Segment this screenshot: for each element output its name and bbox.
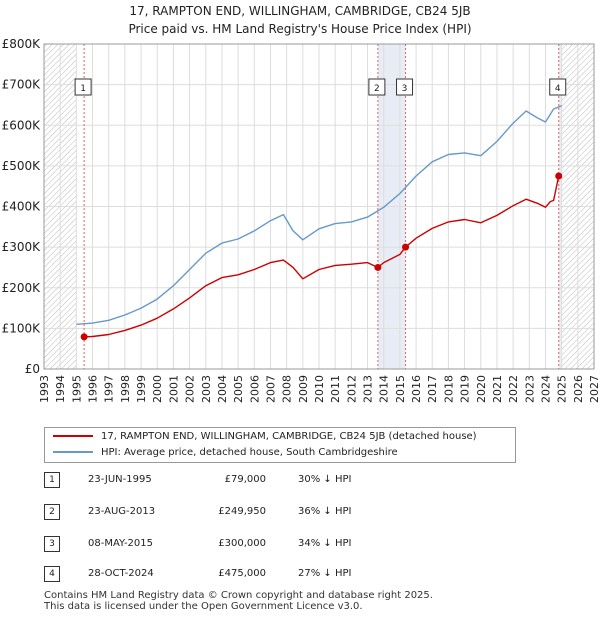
x-tick-label: 2026 [572,375,585,403]
x-tick-label: 2004 [216,375,229,403]
x-tick-label: 1995 [70,375,83,403]
x-tick-label: 1999 [135,375,148,403]
transaction-hpi-diff: 30% ↓ HPI [298,474,352,485]
chart-title-line2: Price paid vs. HM Land Registry's House … [128,22,472,36]
transaction-hpi-diff: 36% ↓ HPI [298,506,352,517]
table-row: 3 08-MAY-2015 £300,000 34% ↓ HPI [44,536,444,554]
x-tick-label: 1997 [103,375,116,403]
sale-label-2: 2 [374,84,380,94]
y-tick-label: £600K [2,118,42,132]
x-tick-label: 1998 [119,375,132,403]
sale-point-2 [374,263,382,271]
sale-point-1 [80,333,88,341]
y-tick-label: £800K [2,37,42,51]
x-tick-label: 2024 [539,375,552,403]
legend-property-swatch [53,435,93,437]
x-tick-label: 2021 [491,375,504,403]
property-price-line [84,174,562,338]
x-tick-label: 2005 [232,375,245,403]
table-row: 4 28-OCT-2024 £475,000 27% ↓ HPI [44,566,444,584]
transaction-hpi-diff: 34% ↓ HPI [298,538,352,549]
transaction-number-badge: 4 [44,566,60,582]
x-tick-label: 2008 [281,375,294,403]
footer-copyright: Contains HM Land Registry data © Crown c… [44,590,433,601]
transaction-date: 08-MAY-2015 [88,538,154,549]
y-tick-label: £400K [2,200,42,214]
sale-label-box-4 [549,78,567,96]
x-tick-label: 2010 [313,375,326,403]
transaction-price: £79,000 [224,474,266,485]
x-tick-label: 2019 [459,375,472,403]
y-tick-label: £500K [2,159,42,173]
x-tick-label: 2014 [378,375,391,403]
legend: 17, RAMPTON END, WILLINGHAM, CAMBRIDGE, … [44,427,516,463]
footer: Contains HM Land Registry data © Crown c… [44,590,433,612]
x-tick-label: 2011 [329,375,342,403]
x-tick-label: 2020 [475,375,488,403]
x-tick-label: 2000 [151,375,164,403]
table-row: 1 23-JUN-1995 £79,000 30% ↓ HPI [44,472,444,490]
table-row: 2 23-AUG-2013 £249,950 36% ↓ HPI [44,504,444,522]
y-tick-label: £700K [2,78,42,92]
transaction-date: 23-AUG-2013 [88,506,156,517]
footer-licence: This data is licensed under the Open Gov… [44,601,363,612]
x-tick-label: 1994 [54,375,67,403]
x-tick-label: 2015 [394,375,407,403]
x-tick-label: 1996 [87,375,100,403]
transaction-price: £249,950 [218,506,266,517]
price-chart: 1 2 3 4 £0 £100K £200K £300K £400K £500K £600K £700… [2,37,600,403]
x-tick-label: 2012 [345,375,358,403]
sale-label-box-3 [396,78,414,96]
x-tick-label: 2006 [248,375,261,403]
x-tick-label: 2017 [426,375,439,403]
y-tick-label: £100K [2,321,42,335]
x-tick-label: 2013 [362,375,375,403]
x-tick-label: 2016 [410,375,423,403]
sale-label-box-1 [74,78,92,96]
legend-item-property: 17, RAMPTON END, WILLINGHAM, CAMBRIDGE, … [53,430,477,444]
y-tick-label: £200K [2,281,42,295]
x-tick-label: 2018 [442,375,455,403]
x-tick-label: 2002 [184,375,197,403]
transaction-number-badge: 3 [44,536,60,552]
x-tick-label: 2027 [588,375,600,403]
x-tick-label: 2025 [556,375,569,403]
sale-point-3 [402,243,410,251]
transaction-number-badge: 2 [44,504,60,520]
plot-border [43,43,595,370]
sale-label-1: 1 [80,84,86,94]
hpi-line [76,105,562,325]
transaction-date: 28-OCT-2024 [88,568,154,579]
sale-point-4 [555,172,563,180]
legend-item-hpi: HPI: Average price, detached house, Sout… [53,446,398,460]
legend-hpi-label: HPI: Average price, detached house, Sout… [101,447,398,458]
x-tick-label: 2009 [297,375,310,403]
transaction-price: £475,000 [218,568,266,579]
sale-label-3: 3 [402,84,408,94]
y-tick-label: £300K [2,240,42,254]
x-tick-label: 2022 [507,375,520,403]
sale-label-4: 4 [555,84,561,94]
transaction-hpi-diff: 27% ↓ HPI [298,568,352,579]
y-tick-label: £0 [25,362,40,376]
transaction-number-badge: 1 [44,472,60,488]
chart-title-line1: 17, RAMPTON END, WILLINGHAM, CAMBRIDGE, … [129,4,471,18]
transaction-date: 23-JUN-1995 [88,474,152,485]
x-tick-label: 2003 [200,375,213,403]
sale-label-box-2 [368,78,386,96]
x-tick-label: 2023 [523,375,536,403]
x-tick-label: 2007 [264,375,277,403]
legend-hpi-swatch [53,451,93,453]
x-tick-label: 2001 [167,375,180,403]
legend-property-label: 17, RAMPTON END, WILLINGHAM, CAMBRIDGE, … [101,431,477,442]
x-tick-label: 1993 [38,375,51,403]
transaction-price: £300,000 [218,538,266,549]
